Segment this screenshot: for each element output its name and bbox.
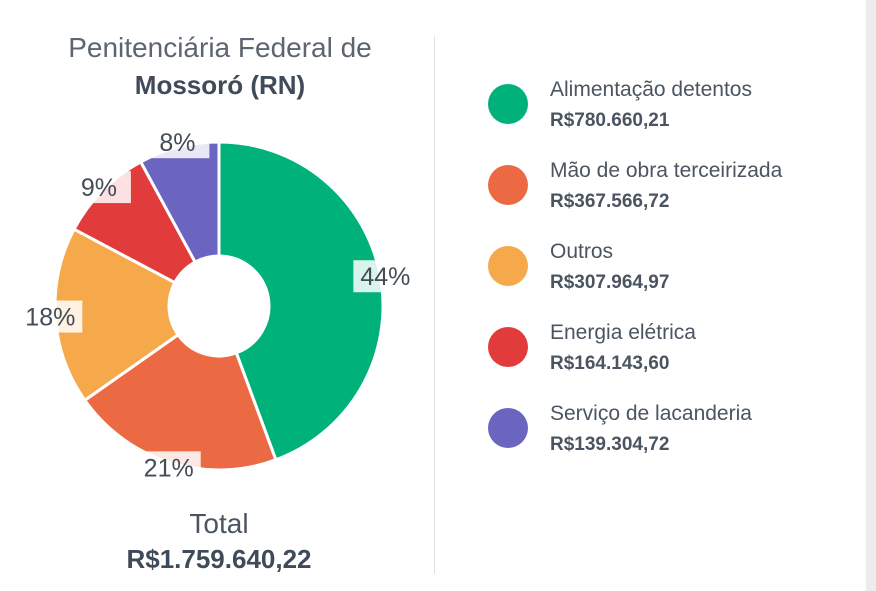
legend-swatch [488,165,528,205]
legend-swatch [488,327,528,367]
total-label: Total [189,508,249,539]
legend-value: R$780.660,21 [550,110,670,131]
svg-text:8%: 8% [159,129,195,157]
total-value: R$1.759.640,22 [126,544,312,574]
legend-label: Alimentação detentos [550,78,752,101]
legend-label: Outros [550,240,614,263]
legend-label: Energia elétrica [550,321,696,344]
percent-label-mao-de-obra: 21% [136,451,201,484]
legend-label: Mão de obra terceirizada [550,159,783,182]
legend-label: Serviço de lacanderia [550,402,752,425]
slice-alimentacao[interactable] [217,140,385,462]
percent-label-energia: 9% [66,171,131,204]
chart-panel: Penitenciária Federal de Mossoró (RN) 44… [0,0,435,591]
donut-chart: 44% 21% 18% 9% 8% [18,126,418,484]
chart-subtitle: Mossoró (RN) [134,70,306,100]
percent-label-alimentacao: 44% [353,260,418,293]
legend-swatch [488,408,528,448]
panel-divider [434,36,435,574]
chart-title: Penitenciária Federal de [68,32,372,63]
svg-text:21%: 21% [144,454,194,482]
percent-label-outros: 18% [18,300,83,333]
legend-swatch [488,246,528,286]
legend-value: R$139.304,72 [550,434,670,455]
svg-text:18%: 18% [25,304,75,332]
legend-value: R$307.964,97 [550,272,670,293]
svg-text:9%: 9% [81,174,117,202]
svg-text:44%: 44% [360,263,410,291]
percent-label-lacanderia: 8% [145,126,210,159]
slice-outros[interactable] [53,227,181,403]
legend-value: R$164.143,60 [550,353,670,374]
legend-value: R$367.566,72 [550,191,670,212]
scrollbar-track[interactable] [866,0,876,591]
legend-swatch [488,84,528,124]
